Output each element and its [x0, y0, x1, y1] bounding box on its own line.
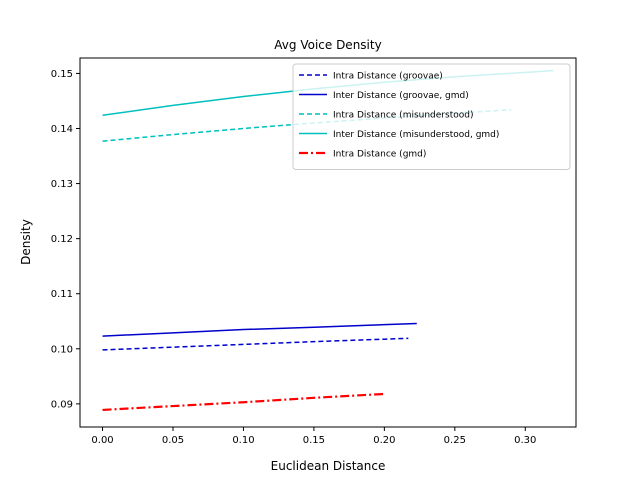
x-tick-label: 0.05: [162, 435, 184, 446]
y-tick-label: 0.09: [51, 399, 73, 410]
x-tick-label: 0.00: [91, 435, 113, 446]
series-line-5: [102, 392, 385, 412]
chart-title: Avg Voice Density: [274, 38, 381, 52]
y-tick-label: 0.12: [51, 234, 73, 245]
series-line-1: [102, 337, 409, 351]
y-axis-label: Density: [19, 219, 33, 265]
x-tick-label: 0.10: [232, 435, 254, 446]
x-axis: 0.00 0.05 0.10 0.15 0.20 0.25 0.30: [91, 427, 536, 446]
x-tick-label: 0.20: [373, 435, 395, 446]
legend-box: [292, 63, 571, 170]
x-tick-label: 0.25: [444, 435, 466, 446]
y-tick-label: 0.10: [51, 344, 73, 355]
legend-label-1: Intra Distance (groovae): [333, 72, 443, 82]
legend: Intra Distance (groovae) Inter Distance (…: [292, 63, 571, 170]
x-axis-label: Euclidean Distance: [271, 459, 386, 473]
y-tick-label: 0.14: [51, 124, 73, 135]
y-tick-label: 0.15: [51, 69, 73, 80]
legend-label-4: Inter Distance (misunderstood, gmd): [333, 130, 499, 140]
y-tick-label: 0.13: [51, 179, 73, 190]
y-axis: 0.09 0.10 0.11 0.12 0.13 0.14 0.15: [51, 69, 80, 410]
legend-label-2: Inter Distance (groovae, gmd): [333, 91, 469, 101]
plot-frame: [79, 57, 577, 428]
x-tick-label: 0.30: [514, 435, 536, 446]
legend-label-5: Intra Distance (gmd): [333, 150, 426, 160]
y-tick-label: 0.11: [51, 289, 73, 300]
x-tick-label: 0.15: [303, 435, 325, 446]
legend-label-3: Intra Distance (misunderstood): [333, 111, 473, 121]
series-line-2: [102, 322, 417, 337]
